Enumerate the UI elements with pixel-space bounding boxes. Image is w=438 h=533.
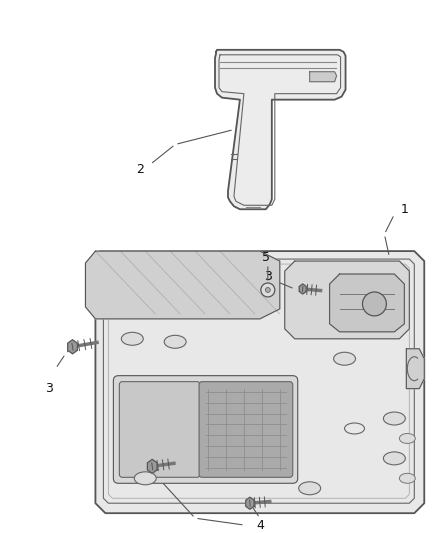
Polygon shape [310, 72, 336, 82]
Polygon shape [299, 284, 306, 294]
Polygon shape [330, 274, 404, 332]
Ellipse shape [383, 412, 405, 425]
Text: 3: 3 [264, 270, 272, 282]
Text: 4: 4 [256, 519, 264, 531]
FancyBboxPatch shape [113, 376, 298, 483]
Ellipse shape [164, 335, 186, 348]
Polygon shape [148, 459, 157, 473]
Text: 3: 3 [45, 382, 53, 395]
Ellipse shape [121, 332, 143, 345]
Ellipse shape [299, 482, 321, 495]
Polygon shape [68, 340, 78, 354]
Ellipse shape [399, 473, 415, 483]
Circle shape [261, 283, 275, 297]
Circle shape [363, 292, 386, 316]
Polygon shape [406, 349, 424, 389]
Ellipse shape [134, 472, 156, 485]
Ellipse shape [399, 433, 415, 443]
Text: 5: 5 [262, 251, 270, 264]
Polygon shape [215, 50, 346, 209]
Polygon shape [85, 251, 280, 319]
Text: 2: 2 [136, 163, 144, 176]
Circle shape [265, 287, 270, 293]
Polygon shape [246, 497, 254, 509]
Polygon shape [285, 261, 410, 339]
Ellipse shape [383, 452, 405, 465]
Polygon shape [95, 251, 424, 513]
Ellipse shape [334, 352, 356, 365]
FancyBboxPatch shape [119, 382, 200, 478]
Text: 1: 1 [400, 203, 408, 216]
FancyBboxPatch shape [199, 382, 293, 478]
